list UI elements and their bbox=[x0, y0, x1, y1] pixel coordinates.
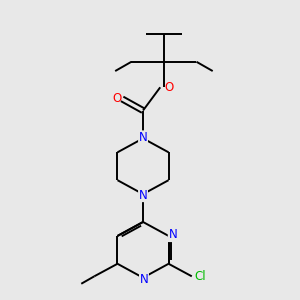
Text: N: N bbox=[139, 188, 147, 202]
Text: O: O bbox=[112, 92, 121, 105]
Text: O: O bbox=[164, 81, 173, 94]
Text: N: N bbox=[168, 229, 177, 242]
Text: Cl: Cl bbox=[194, 270, 206, 283]
Text: N: N bbox=[139, 131, 147, 144]
Text: N: N bbox=[140, 273, 148, 286]
